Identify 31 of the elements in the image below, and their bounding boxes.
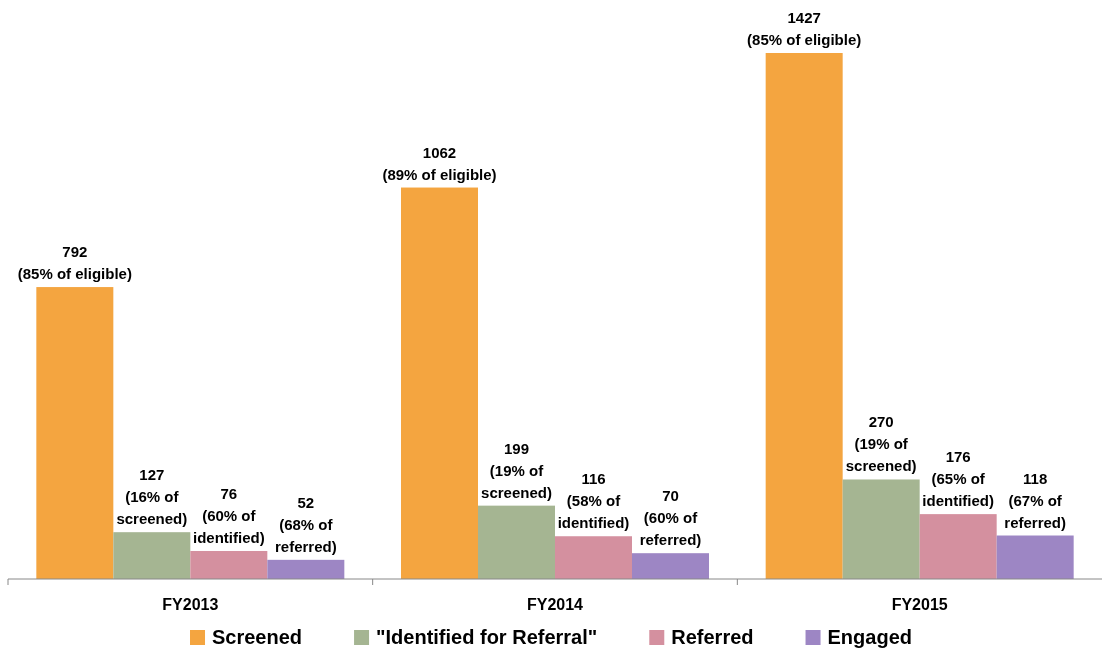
legend-label: Screened xyxy=(212,626,303,648)
data-label: 792 (85% of eligible) xyxy=(17,243,132,283)
data-label: 199 (19% of screened) xyxy=(481,439,552,501)
bar xyxy=(919,514,997,579)
legend-label: "Identified for Referral" xyxy=(376,626,598,648)
bar xyxy=(478,505,555,579)
bar xyxy=(113,532,191,579)
x-tick-label: FY2014 xyxy=(526,596,584,613)
bar xyxy=(555,536,632,579)
bar xyxy=(267,559,345,579)
data-label: 176 (65% of identified) xyxy=(922,448,994,510)
bar xyxy=(996,535,1074,579)
bar xyxy=(842,479,920,579)
legend-label: Engaged xyxy=(827,626,912,648)
data-label: 70 (60% of referred) xyxy=(639,487,702,549)
x-tick-label: FY2013 xyxy=(162,596,219,613)
bar xyxy=(190,550,268,579)
bar xyxy=(401,187,478,579)
data-label: 76 (60% of identified) xyxy=(193,484,265,546)
data-label: 270 (19% of screened) xyxy=(845,413,917,475)
legend-label: Referred xyxy=(671,626,754,648)
bar xyxy=(765,53,843,579)
data-label: 52 (68% of referred) xyxy=(274,493,337,555)
x-tick-label: FY2015 xyxy=(891,596,948,613)
bar xyxy=(36,287,114,579)
data-label: 1062 (89% of eligible) xyxy=(382,143,497,183)
bar xyxy=(632,553,709,579)
data-label: 118 (67% of referred) xyxy=(1004,469,1067,531)
data-label: 1427 (85% of eligible) xyxy=(747,9,862,48)
data-label: 127 (16% of screened) xyxy=(116,466,188,528)
data-label: 116 (58% of identified) xyxy=(557,470,630,532)
